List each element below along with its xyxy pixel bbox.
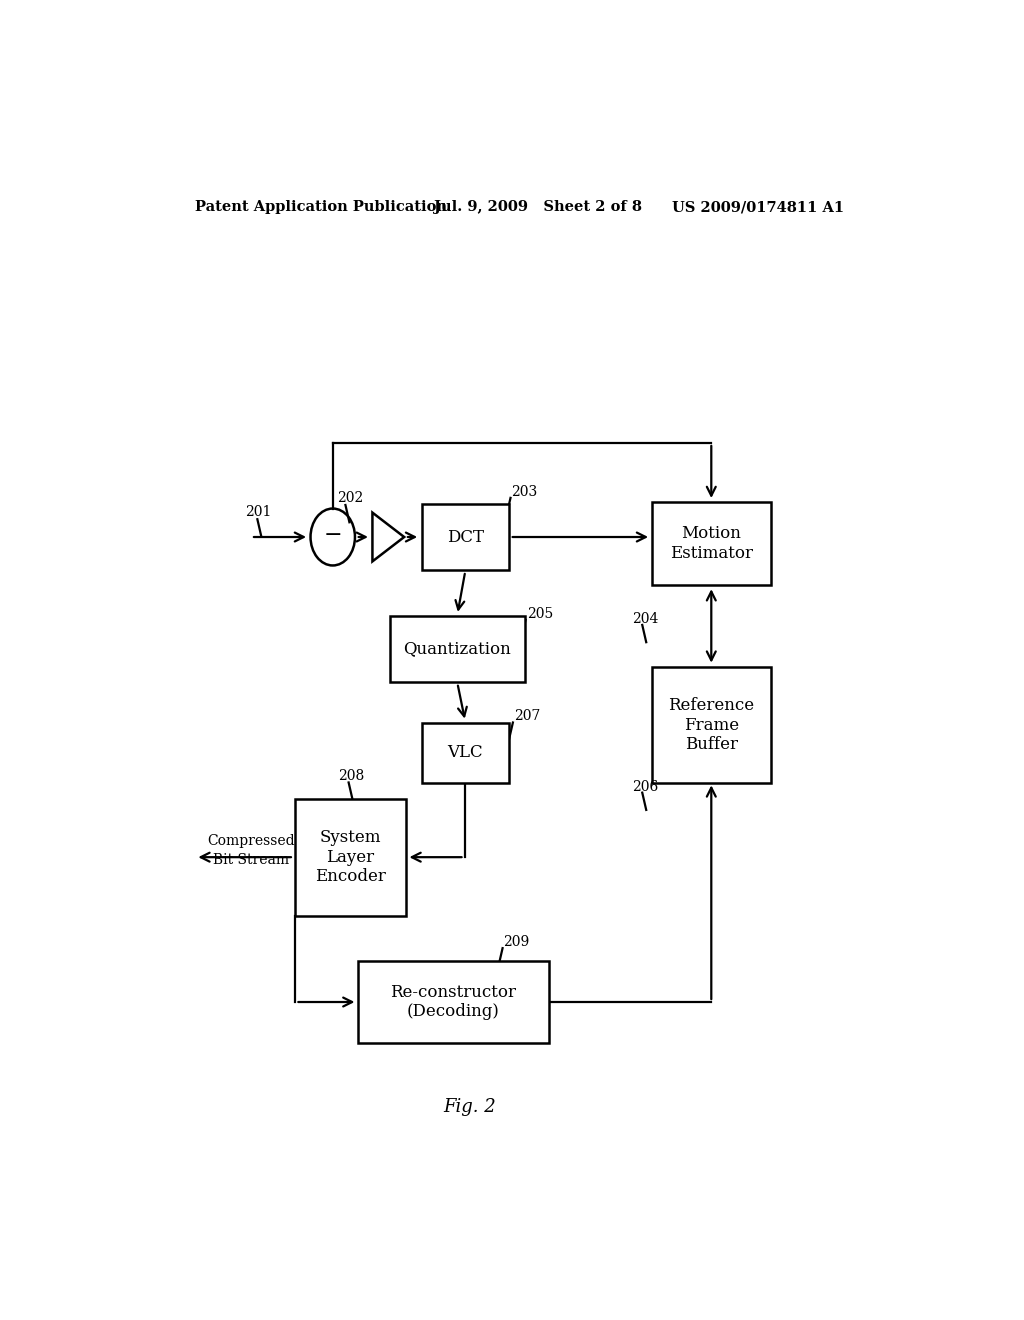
Text: DCT: DCT bbox=[446, 528, 483, 545]
FancyBboxPatch shape bbox=[652, 502, 771, 585]
Text: 209: 209 bbox=[504, 935, 529, 949]
Text: 202: 202 bbox=[337, 491, 362, 506]
Text: Patent Application Publication: Patent Application Publication bbox=[196, 201, 447, 214]
FancyBboxPatch shape bbox=[652, 667, 771, 784]
Text: Reference
Frame
Buffer: Reference Frame Buffer bbox=[669, 697, 755, 754]
Text: 204: 204 bbox=[632, 612, 658, 626]
Text: 203: 203 bbox=[511, 484, 538, 499]
Text: System
Layer
Encoder: System Layer Encoder bbox=[314, 829, 386, 886]
Text: Jul. 9, 2009   Sheet 2 of 8: Jul. 9, 2009 Sheet 2 of 8 bbox=[433, 201, 641, 214]
Text: 201: 201 bbox=[246, 506, 271, 519]
FancyBboxPatch shape bbox=[358, 961, 549, 1043]
Text: Re-constructor
(Decoding): Re-constructor (Decoding) bbox=[390, 983, 516, 1020]
Text: −: − bbox=[324, 524, 342, 546]
Text: 207: 207 bbox=[514, 709, 541, 723]
Text: Bit Stream: Bit Stream bbox=[213, 853, 289, 867]
FancyBboxPatch shape bbox=[422, 504, 509, 570]
Text: US 2009/0174811 A1: US 2009/0174811 A1 bbox=[672, 201, 844, 214]
Text: Compressed: Compressed bbox=[207, 834, 295, 849]
Text: Quantization: Quantization bbox=[403, 640, 511, 657]
FancyBboxPatch shape bbox=[295, 799, 406, 916]
Text: Motion
Estimator: Motion Estimator bbox=[670, 525, 753, 562]
Text: VLC: VLC bbox=[447, 744, 483, 762]
Text: 206: 206 bbox=[632, 780, 658, 793]
FancyBboxPatch shape bbox=[422, 722, 509, 784]
Text: Fig. 2: Fig. 2 bbox=[442, 1098, 496, 1115]
FancyBboxPatch shape bbox=[390, 615, 524, 682]
Text: 208: 208 bbox=[338, 770, 365, 784]
Text: 205: 205 bbox=[527, 607, 553, 620]
